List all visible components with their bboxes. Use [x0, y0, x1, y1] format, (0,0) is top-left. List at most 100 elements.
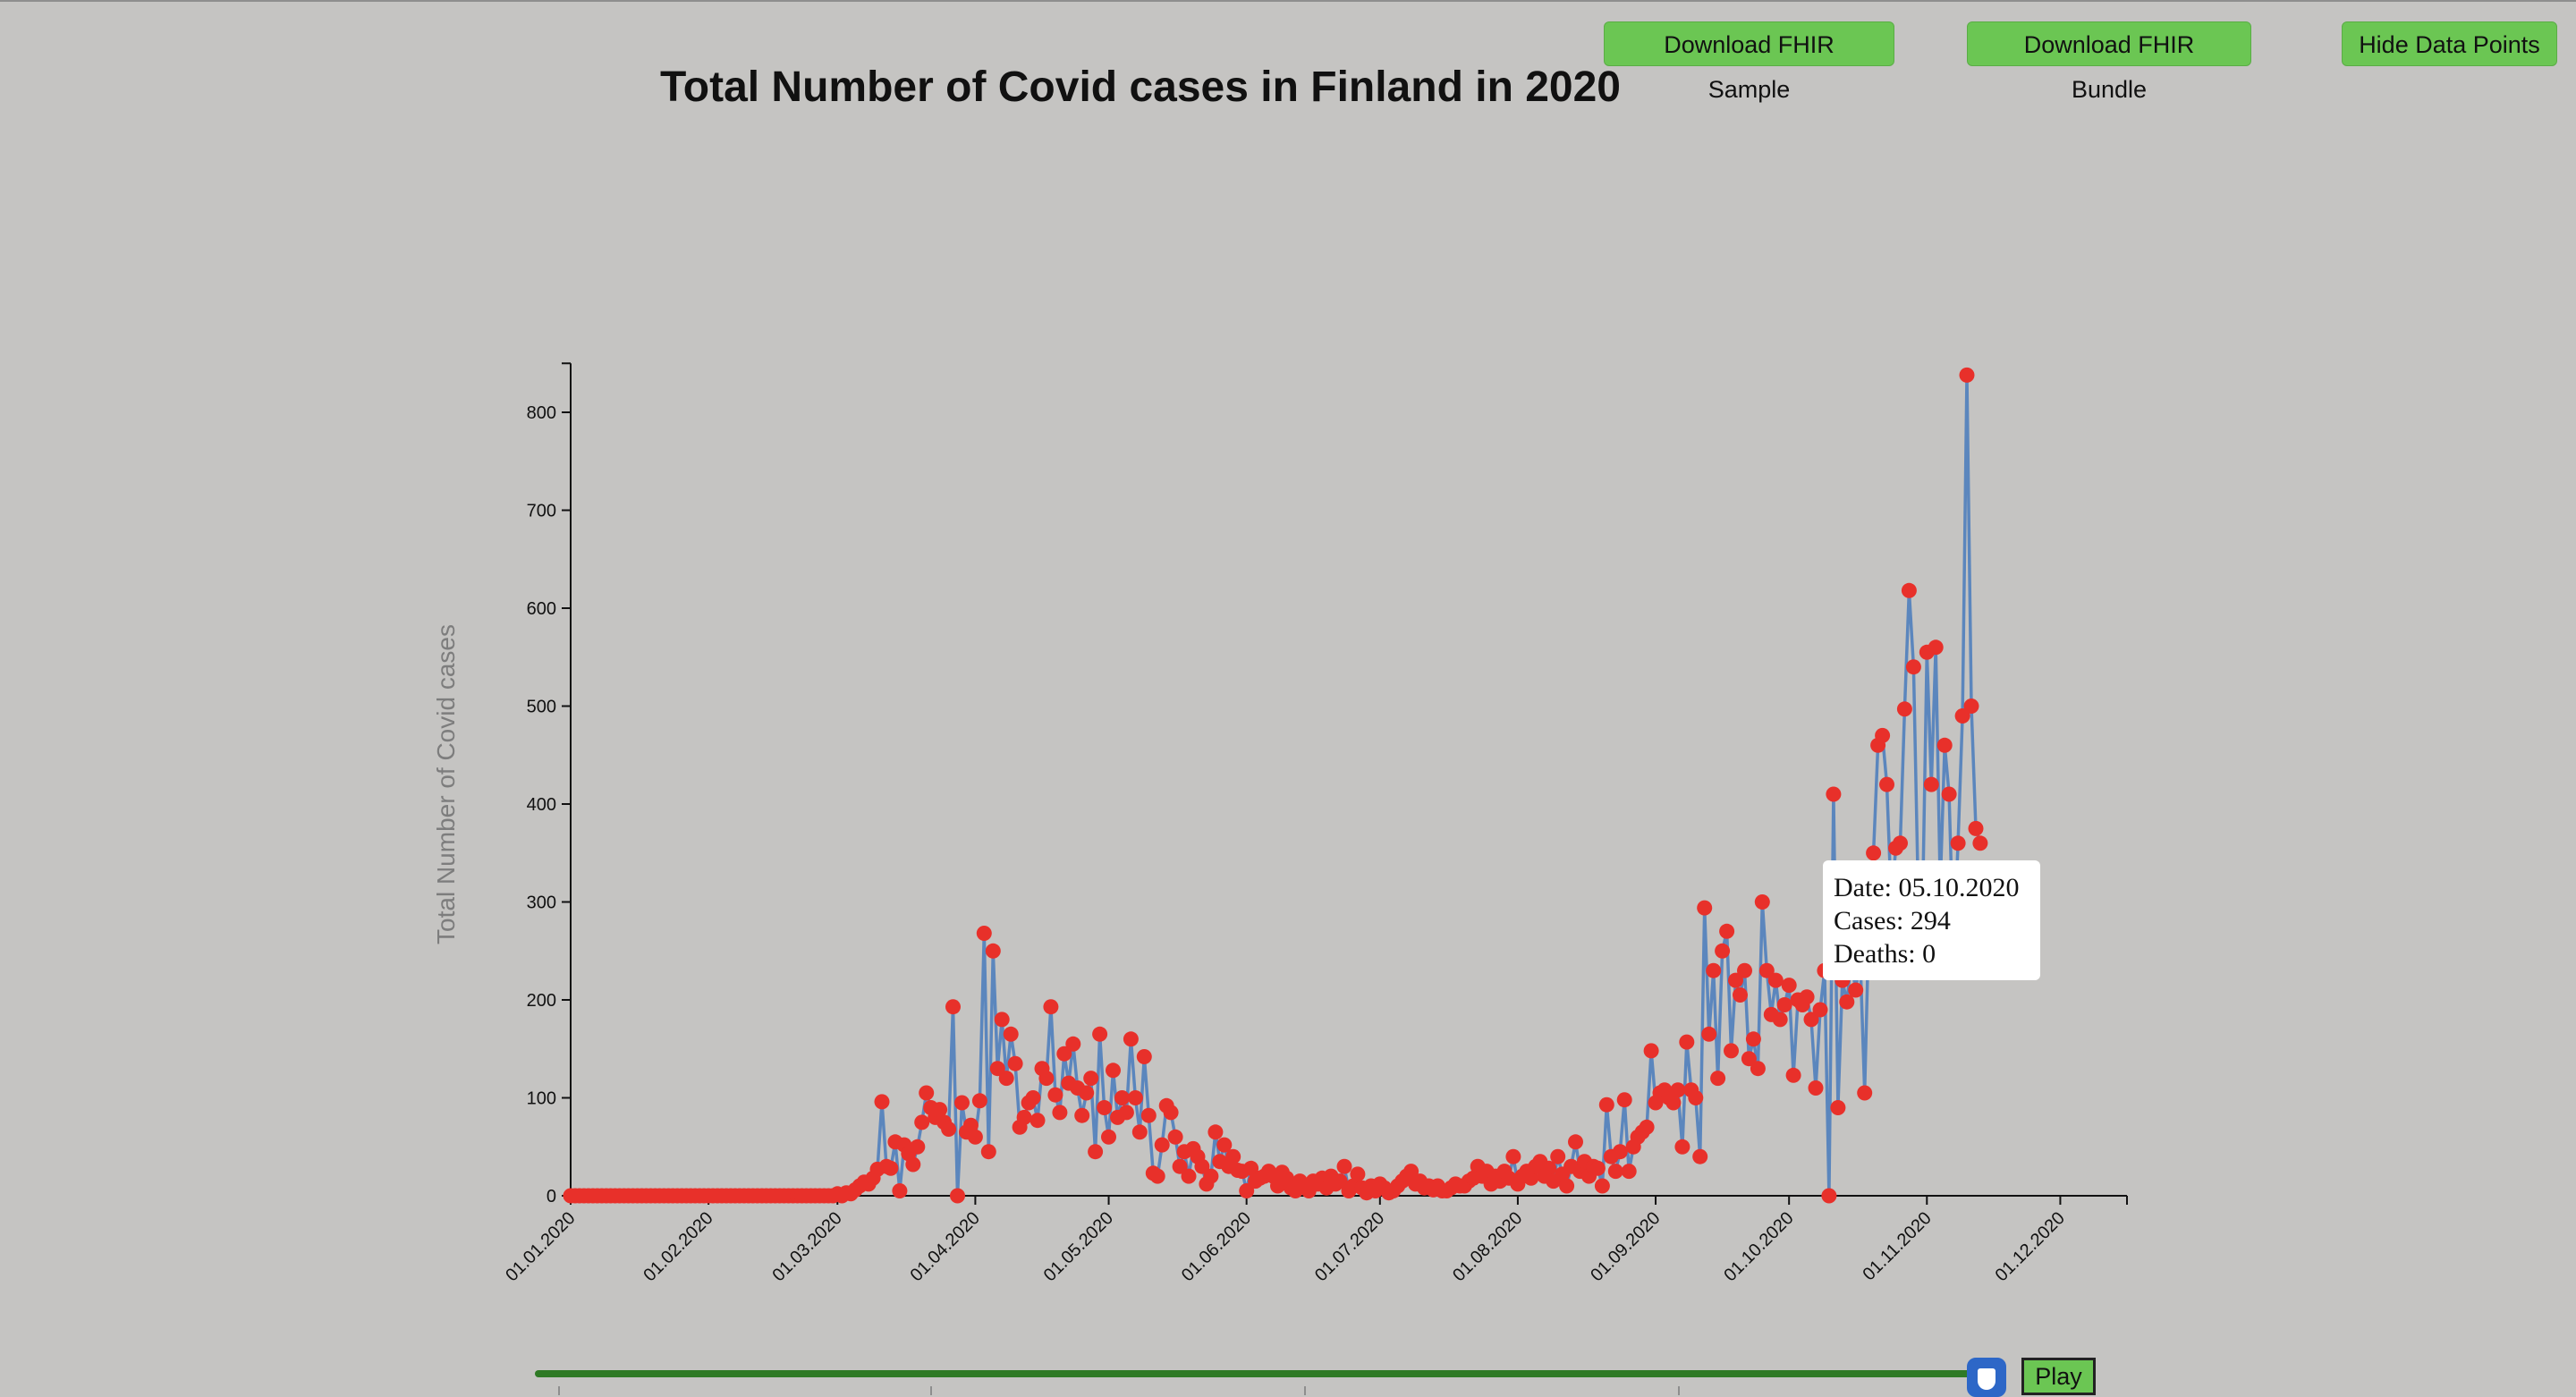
data-point: [1728, 972, 1743, 988]
data-point: [1830, 1100, 1846, 1115]
data-point: [1140, 1107, 1157, 1123]
data-point: [1799, 989, 1815, 1005]
data-point: [1896, 701, 1912, 717]
x-tick-label: 01.09.2020: [1587, 1208, 1664, 1285]
data-point: [1079, 1085, 1095, 1101]
tooltip: Date: 05.10.2020 Cases: 294 Deaths: 0: [1823, 860, 2040, 980]
data-point: [1745, 1031, 1761, 1047]
y-tick-label: 600: [527, 599, 556, 619]
data-point: [1136, 1049, 1152, 1064]
data-point: [1621, 1164, 1637, 1180]
data-point: [1719, 923, 1735, 939]
data-point: [1030, 1113, 1046, 1129]
window-top-border: [0, 0, 2576, 2]
data-point: [1559, 1178, 1575, 1194]
data-point: [1803, 1012, 1819, 1028]
data-point: [1523, 1170, 1539, 1186]
data-point: [1163, 1105, 1179, 1121]
data-point: [1016, 1109, 1032, 1125]
data-point: [1505, 1148, 1521, 1164]
data-point: [1776, 997, 1792, 1012]
data-point: [1781, 978, 1797, 994]
data-point: [1332, 1173, 1348, 1190]
y-tick-label: 400: [527, 795, 556, 815]
data-point: [1758, 962, 1775, 978]
data-point: [1074, 1107, 1090, 1123]
data-point: [1594, 1178, 1610, 1194]
data-point: [1038, 1071, 1055, 1087]
x-axis: 01.01.2020 01.02.2020 01.03.2020 01.04.2020…: [502, 1195, 2128, 1285]
data-point: [1808, 1080, 1824, 1096]
x-tick-label: 01.02.2020: [640, 1208, 716, 1285]
download-fhir-bundle-button[interactable]: Download FHIR Bundle: [1967, 21, 2251, 103]
data-point: [1639, 1119, 1655, 1135]
data-point: [1101, 1129, 1116, 1145]
download-fhir-sample-button[interactable]: Download FHIR Sample: [1604, 21, 1894, 103]
data-point: [1203, 1168, 1219, 1184]
data-point: [1194, 1158, 1210, 1174]
x-tick-label: 01.12.2020: [1992, 1208, 2069, 1285]
x-tick-label: 01.11.2020: [1860, 1208, 1936, 1284]
data-point: [1741, 1051, 1757, 1067]
data-point: [1954, 708, 1970, 724]
data-point: [980, 1144, 996, 1160]
data-point: [1839, 994, 1855, 1010]
data-point: [1950, 835, 1966, 851]
data-point: [985, 943, 1001, 959]
x-tick-label: 01.10.2020: [1720, 1208, 1797, 1285]
data-point: [941, 1122, 957, 1137]
data-point: [1607, 1164, 1623, 1180]
data-point: [1750, 1061, 1766, 1077]
data-point: [1879, 776, 1894, 792]
data-point: [1772, 1012, 1788, 1028]
data-point: [1043, 999, 1059, 1015]
hide-data-points-button[interactable]: Hide Data Points: [2342, 21, 2557, 66]
timeline-slider-handle[interactable]: [1967, 1358, 2006, 1397]
data-point: [1866, 845, 1882, 861]
data-point: [1065, 1036, 1081, 1052]
data-points-group: [563, 367, 1988, 1204]
data-point: [1674, 1139, 1690, 1155]
data-point: [1131, 1124, 1148, 1140]
data-point: [998, 1071, 1014, 1087]
data-point: [1149, 1168, 1165, 1184]
data-point: [1541, 1160, 1557, 1176]
data-point: [1941, 786, 1957, 802]
data-point: [1670, 1082, 1686, 1098]
data-point: [919, 1085, 935, 1101]
data-point: [994, 1012, 1010, 1028]
x-tick-label: 01.01.2020: [502, 1208, 579, 1285]
data-point: [989, 1061, 1005, 1077]
data-point: [1216, 1137, 1233, 1153]
data-point: [1665, 1095, 1682, 1111]
data-point: [1225, 1148, 1241, 1164]
data-point: [1767, 972, 1784, 988]
data-point: [1123, 1031, 1139, 1047]
data-point: [1857, 1085, 1873, 1101]
timeline-slider-track[interactable]: [535, 1370, 1986, 1377]
data-point: [1025, 1090, 1041, 1105]
y-tick-label: 700: [527, 502, 556, 521]
data-point: [1243, 1160, 1259, 1176]
x-tick-label: 01.06.2020: [1178, 1208, 1255, 1285]
slider-ticks: [558, 1386, 1680, 1395]
tooltip-cases: Cases: 294: [1834, 906, 1951, 936]
data-point: [1403, 1164, 1419, 1180]
play-button[interactable]: Play: [2021, 1358, 2096, 1395]
data-point: [1901, 582, 1917, 598]
data-point: [1936, 737, 1953, 753]
data-point: [1550, 1148, 1566, 1164]
data-point: [1172, 1158, 1188, 1174]
data-point: [1968, 820, 1984, 836]
data-point: [1848, 982, 1864, 998]
data-point: [1088, 1144, 1104, 1160]
data-point: [874, 1094, 890, 1110]
y-tick-label: 500: [527, 698, 556, 717]
data-point: [883, 1160, 899, 1176]
data-point: [1928, 639, 1944, 656]
data-point: [1350, 1166, 1366, 1182]
data-point: [1106, 1063, 1121, 1079]
data-point: [914, 1114, 930, 1130]
data-point: [1154, 1137, 1170, 1153]
data-point: [1923, 776, 1939, 792]
